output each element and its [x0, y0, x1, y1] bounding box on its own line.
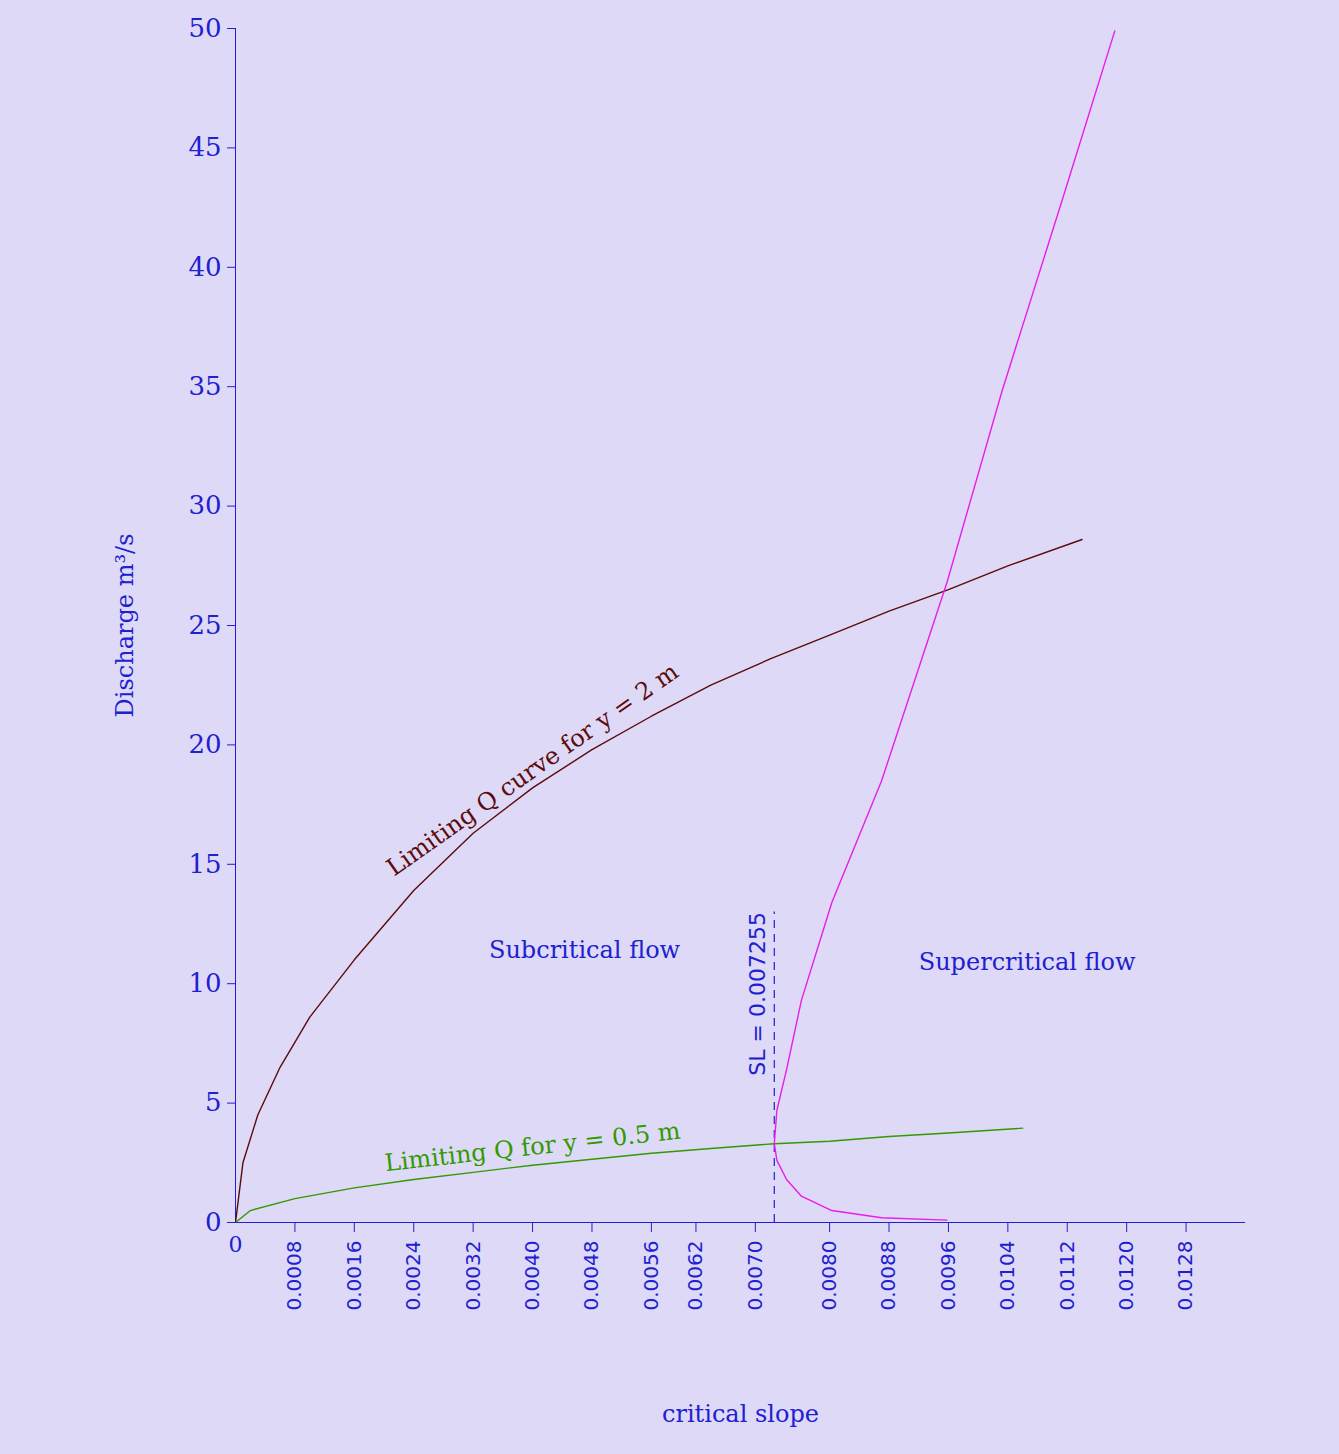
svg-text:50: 50: [188, 13, 221, 43]
svg-text:0.0104: 0.0104: [995, 1241, 1019, 1311]
svg-text:0.0112: 0.0112: [1055, 1241, 1079, 1311]
svg-text:25: 25: [188, 610, 221, 640]
svg-text:35: 35: [188, 371, 221, 401]
svg-text:0.0080: 0.0080: [817, 1241, 841, 1311]
svg-text:45: 45: [188, 132, 221, 162]
svg-text:0.0048: 0.0048: [579, 1241, 603, 1311]
svg-text:Supercritical flow: Supercritical flow: [919, 948, 1136, 976]
svg-text:20: 20: [188, 729, 221, 759]
svg-text:0: 0: [205, 1207, 222, 1237]
svg-text:Limiting Q for y = 0.5 m: Limiting Q for y = 0.5 m: [383, 1117, 682, 1177]
svg-text:critical slope: critical slope: [662, 1400, 819, 1428]
svg-text:0.0040: 0.0040: [520, 1241, 544, 1311]
svg-text:0.0024: 0.0024: [401, 1241, 425, 1311]
svg-text:15: 15: [188, 849, 221, 879]
svg-text:0.0088: 0.0088: [876, 1241, 900, 1311]
svg-text:5: 5: [205, 1087, 222, 1117]
svg-text:Limiting Q curve for y = 2 m: Limiting Q curve for y = 2 m: [381, 657, 683, 881]
svg-text:0.0128: 0.0128: [1173, 1241, 1197, 1311]
svg-text:0: 0: [229, 1232, 243, 1257]
svg-text:0.0120: 0.0120: [1114, 1241, 1138, 1311]
svg-text:0.0070: 0.0070: [743, 1241, 767, 1311]
svg-text:0.0062: 0.0062: [683, 1241, 707, 1311]
svg-text:0.0056: 0.0056: [639, 1241, 663, 1311]
svg-text:Subcritical flow: Subcritical flow: [489, 936, 681, 964]
svg-text:SL = 0.007255: SL = 0.007255: [745, 912, 770, 1076]
svg-text:10: 10: [188, 968, 221, 998]
svg-text:0.0008: 0.0008: [282, 1241, 306, 1311]
svg-text:0.0032: 0.0032: [461, 1241, 485, 1311]
svg-text:0.0096: 0.0096: [936, 1241, 960, 1311]
svg-text:30: 30: [188, 490, 221, 520]
svg-text:40: 40: [188, 252, 221, 282]
svg-text:0.0016: 0.0016: [342, 1241, 366, 1311]
svg-text:Discharge m³/s: Discharge m³/s: [111, 534, 139, 718]
